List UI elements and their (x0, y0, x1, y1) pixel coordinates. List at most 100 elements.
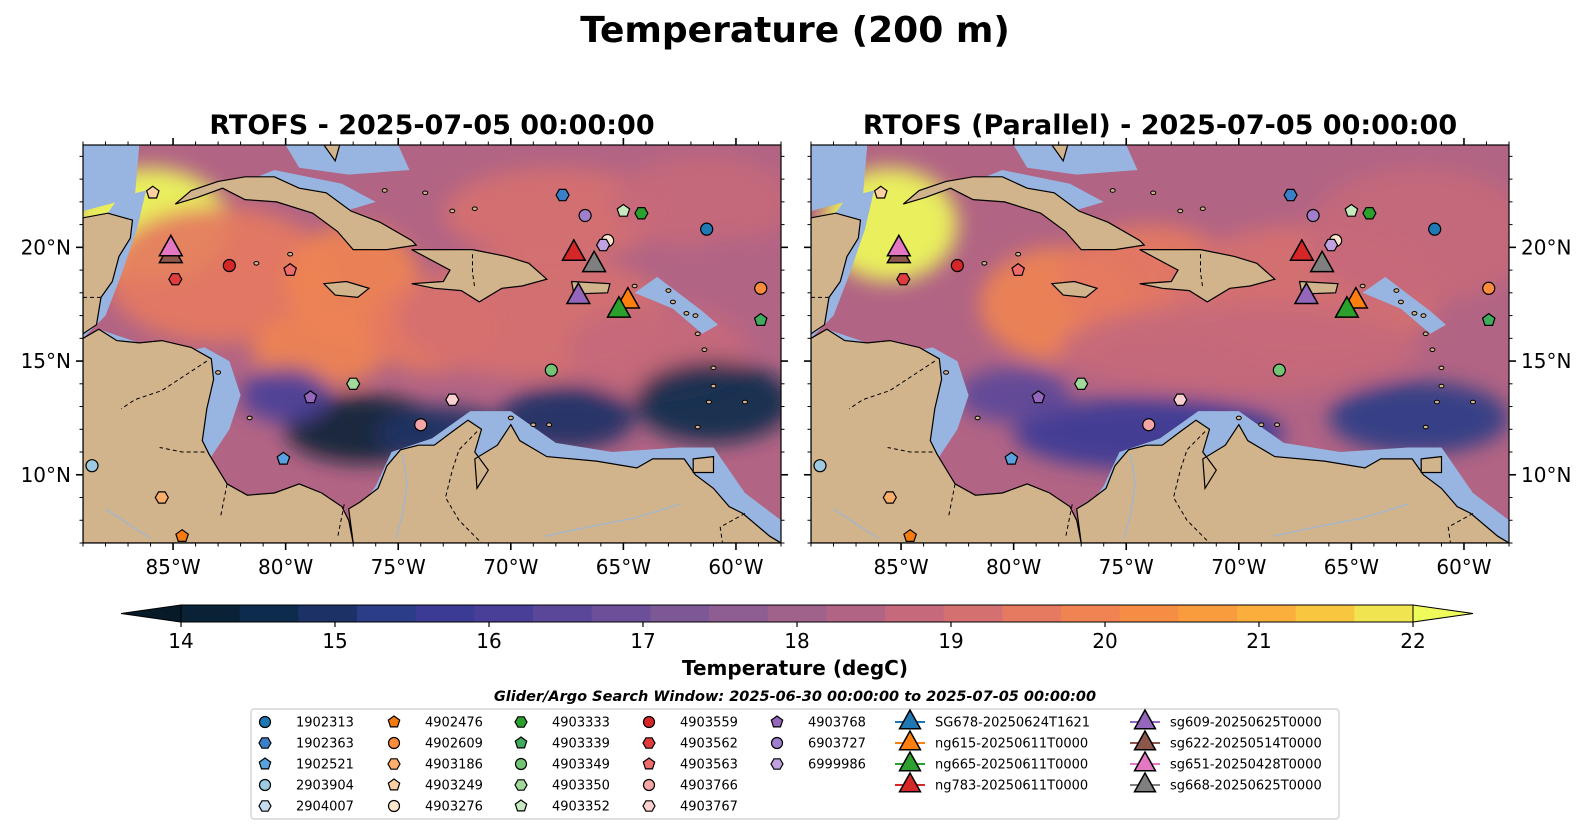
y-tick-label: 15°N (21, 349, 71, 373)
country-border (887, 447, 933, 453)
land-cuba (174, 176, 418, 251)
legend-marker-ng665-20250611T0000 (898, 750, 922, 772)
argo-float-4903186 (154, 491, 169, 504)
colorbar-bin (1237, 605, 1297, 622)
small-island (449, 208, 456, 214)
temperature-patch (612, 156, 781, 248)
argo-float-4902476 (175, 528, 190, 543)
small-island (631, 283, 638, 289)
small-island (471, 206, 478, 211)
small-island (665, 288, 672, 293)
legend-marker-2904007 (258, 800, 272, 812)
legend-label-sg668-20250625T0000: sg668-20250625T0000 (1170, 779, 1322, 794)
small-island (692, 313, 699, 318)
argo-float-4903768 (303, 390, 318, 404)
argo-float-1902313 (1428, 222, 1442, 236)
river (833, 508, 879, 540)
legend-marker-4903562 (642, 737, 656, 749)
argo-float-4903766 (414, 418, 428, 432)
map-panel-rtofs-parallel (811, 145, 1509, 543)
y-tick-label: 20°N (1521, 235, 1571, 259)
legend-marker-sg622-20250514T0000 (1133, 729, 1157, 751)
colorbar: 14 15 16 17 18 19 20 21 22 (120, 604, 1474, 653)
country-border (472, 254, 476, 289)
legend-marker-1902313 (258, 715, 272, 729)
argo-float-4903767 (445, 393, 460, 406)
argo-float-4903559 (950, 258, 964, 273)
legend-label-4903339: 4903339 (552, 737, 610, 752)
map-panel-rtofs (83, 145, 781, 543)
legend-marker-4903350 (514, 779, 528, 791)
land-south (1076, 419, 1509, 543)
colorbar-tick-label: 19 (938, 629, 963, 653)
figure-title: Temperature (200 m) (580, 10, 1010, 51)
land-jamaica (322, 280, 371, 299)
x-tick-label: 65°W (1324, 555, 1379, 579)
colorbar-tick-label: 18 (784, 629, 809, 653)
legend-label-SG678-20250624T1621: SG678-20250624T1621 (935, 716, 1090, 731)
country-border (444, 431, 482, 543)
small-island (1258, 422, 1265, 428)
argo-float-4903350 (1074, 377, 1089, 390)
country-border (219, 483, 228, 519)
glider-sg668-20250625T0000 (581, 249, 607, 273)
x-tick-label: 70°W (483, 555, 538, 579)
colorbar-bin (1178, 605, 1238, 622)
small-island (1235, 415, 1242, 421)
small-island (943, 370, 950, 375)
small-island (694, 424, 701, 430)
colorbar-bin (650, 605, 710, 622)
legend-marker-ng615-20250611T0000 (898, 729, 922, 751)
small-island (1393, 288, 1400, 293)
land-hispaniola (411, 249, 549, 303)
legend-label-1902521: 1902521 (296, 758, 354, 773)
legend-label-4903352: 4903352 (552, 800, 610, 815)
legend-label-4903768: 4903768 (808, 716, 866, 731)
temperature-patch (240, 367, 331, 423)
argo-float-6999986 (595, 238, 611, 252)
legend-label-4903562: 4903562 (680, 737, 738, 752)
legend-marker-4903352 (514, 799, 528, 812)
colorbar-tick-label: 22 (1400, 629, 1425, 653)
argo-float-4902609 (1482, 281, 1496, 295)
small-island (546, 422, 553, 428)
argo-float-2903904 (813, 459, 827, 473)
legend-label-4903563: 4903563 (680, 758, 738, 773)
country-border (1200, 254, 1204, 289)
legend-marker-4903766 (642, 778, 656, 792)
argo-float-1902363 (555, 188, 570, 202)
legend-label-4903349: 4903349 (552, 758, 610, 773)
map-frames (82, 144, 1510, 544)
land-central (811, 328, 1082, 543)
temperature-patch (1058, 304, 1419, 396)
x-tick-label: 75°W (371, 555, 426, 579)
legend-label-1902363: 1902363 (296, 737, 354, 752)
glider-sg609-20250625T0000 (565, 281, 592, 305)
small-island (246, 415, 253, 421)
x-tick-label: 85°W (873, 555, 928, 579)
x-tick-label: 80°W (258, 555, 313, 579)
argo-float-4902609 (754, 281, 768, 295)
argo-float-4903339 (1481, 312, 1496, 326)
small-island (1274, 422, 1281, 428)
legend-marker-sg609-20250625T0000 (1133, 708, 1157, 730)
legend-marker-4903276 (387, 799, 401, 813)
colorbar-bin (1354, 605, 1414, 622)
x-tick-label: 60°W (708, 555, 763, 579)
legend-label-ng615-20250611T0000: ng615-20250611T0000 (935, 737, 1088, 752)
legend-marker-sg651-20250428T0000 (1133, 750, 1157, 772)
argo-float-4903563 (283, 262, 298, 276)
glider-ng783-20250611T0000 (561, 238, 587, 262)
legend-label-sg609-20250625T0000: sg609-20250625T0000 (1170, 716, 1322, 731)
glider-sg651-20250428T0000 (886, 233, 912, 257)
glider-ng783-20250611T0000 (1289, 238, 1315, 262)
country-border (1172, 431, 1210, 543)
legend-label-2903904: 2903904 (296, 779, 354, 794)
colorbar-bin (591, 605, 651, 622)
land-south (348, 419, 781, 543)
river (544, 503, 680, 537)
legend-label-6903727: 6903727 (808, 737, 866, 752)
small-island (530, 422, 537, 428)
colorbar-label: Temperature (degC) (682, 656, 908, 680)
legend-label-6999986: 6999986 (808, 758, 866, 773)
